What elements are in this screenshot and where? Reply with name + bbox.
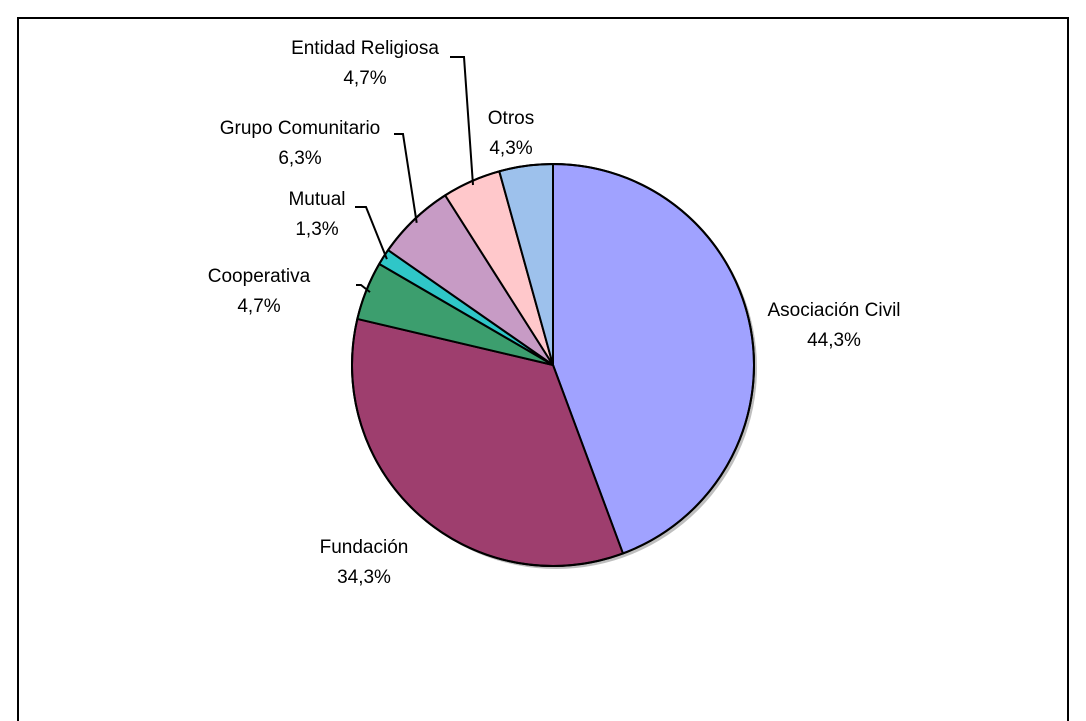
slice-category-label: Otros [488,108,534,129]
slice-category-label: Grupo Comunitario [220,118,381,139]
leader-lines [355,56,474,293]
slice-value-label: 6,3% [278,148,321,169]
slice-value-label: 1,3% [295,219,338,240]
leader-line [450,56,474,186]
leader-line [394,133,418,223]
leader-line [355,206,388,260]
pie-chart: Asociación Civil 44,3% Fundación 34,3% Coope… [208,38,901,588]
slice-value-label: 44,3% [807,330,861,351]
slice-category-label: Asociación Civil [767,300,900,321]
slice-labels: Asociación Civil 44,3% Fundación 34,3% Coope… [208,38,901,588]
pie-slices [351,163,757,569]
leader-line [356,284,371,293]
slice-value-label: 4,7% [343,68,386,89]
pie-outline [351,163,755,567]
slice-value-label: 4,7% [237,296,280,317]
slice-category-label: Entidad Religiosa [291,38,439,59]
slice-category-label: Cooperativa [208,266,311,287]
slice-category-label: Fundación [320,537,409,558]
slice-value-label: 4,3% [489,138,532,159]
slice-value-label: 34,3% [337,567,391,588]
slice-category-label: Mutual [288,189,345,210]
